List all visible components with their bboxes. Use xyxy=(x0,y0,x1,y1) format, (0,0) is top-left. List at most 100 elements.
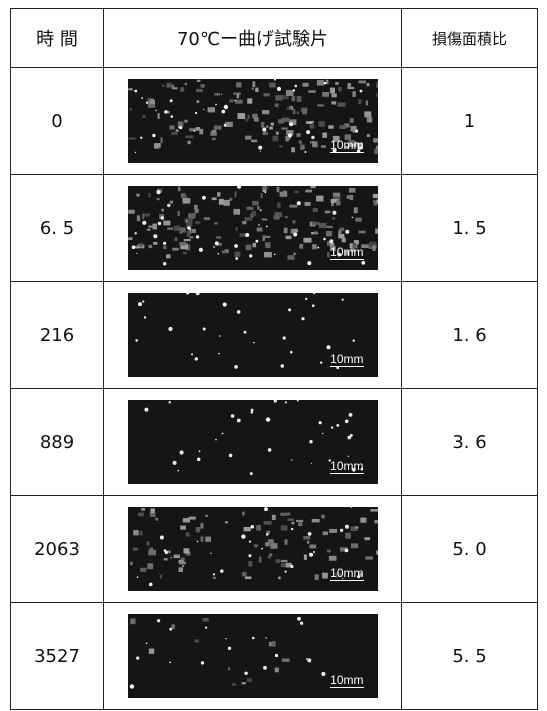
damage-dot xyxy=(233,365,238,369)
texture-patch xyxy=(177,121,183,127)
damage-dot xyxy=(273,400,277,403)
header-cell: 70℃ー曲げ試験片 xyxy=(103,8,402,68)
damage-dot xyxy=(290,459,292,461)
texture-patch xyxy=(348,187,355,193)
texture-patch xyxy=(332,196,341,200)
damage-dot xyxy=(236,310,240,314)
damage-dot xyxy=(310,462,312,464)
damage-dot xyxy=(248,540,251,543)
texture-patch xyxy=(348,141,356,147)
texture-patch xyxy=(324,210,330,214)
damage-dot xyxy=(159,535,164,540)
damage-dot xyxy=(218,335,220,337)
damage-dot xyxy=(223,123,226,127)
damage-dot xyxy=(214,103,217,106)
texture-patch xyxy=(135,193,139,197)
texture-patch xyxy=(313,231,318,234)
time-cell: 0 xyxy=(10,67,104,175)
damage-dot xyxy=(202,108,204,110)
specimen-image: 10mm xyxy=(127,614,378,698)
texture-patch xyxy=(285,90,293,96)
texture-patch xyxy=(269,543,277,549)
damage-dot xyxy=(263,127,266,130)
ratio-cell: 5. 0 xyxy=(401,495,538,603)
ratio-cell: 5. 5 xyxy=(401,602,538,710)
texture-patch xyxy=(268,642,271,647)
texture-patch xyxy=(284,215,288,219)
texture xyxy=(127,79,378,155)
texture-patch xyxy=(311,244,317,250)
texture-patch xyxy=(152,241,157,245)
texture-patch xyxy=(196,100,199,103)
texture-patch xyxy=(261,218,267,221)
texture-patch xyxy=(161,84,165,87)
damage-dot xyxy=(344,229,349,234)
table-row: 6. 5 10mm 1. 5 xyxy=(10,174,538,282)
texture-patch xyxy=(157,113,160,119)
texture-patch xyxy=(296,111,299,115)
damage-dot xyxy=(273,253,275,256)
damage-dot xyxy=(306,658,311,663)
texture-patch xyxy=(180,557,185,561)
image-cell: 10mm xyxy=(103,67,402,175)
texture-patch xyxy=(232,208,240,215)
texture-patch xyxy=(263,252,272,258)
damage-dot xyxy=(288,122,293,127)
damage-dot xyxy=(348,413,352,417)
damage-dot xyxy=(198,450,200,453)
texture-patch xyxy=(133,246,139,249)
texture xyxy=(127,186,378,266)
texture-patch xyxy=(276,202,281,209)
texture-patch xyxy=(306,540,309,544)
texture-patch xyxy=(196,79,200,82)
texture-patch xyxy=(170,131,178,135)
texture-patch xyxy=(195,88,203,93)
damage-dot xyxy=(168,401,171,404)
texture-patch xyxy=(278,145,282,148)
specimen-image: 10mm xyxy=(127,507,378,591)
texture-patch xyxy=(366,134,370,138)
texture-patch xyxy=(129,618,135,625)
texture-patch xyxy=(271,135,278,142)
texture-patch xyxy=(193,639,199,643)
texture-patch xyxy=(164,550,171,554)
image-cell: 10mm xyxy=(103,174,402,282)
texture-patch xyxy=(271,514,276,521)
texture-patch xyxy=(304,202,311,206)
texture-patch xyxy=(330,93,337,98)
damage-dot xyxy=(274,653,278,658)
damage-dot xyxy=(137,302,142,307)
damage-dot xyxy=(304,297,307,300)
texture-patch xyxy=(280,525,288,531)
texture-patch xyxy=(203,217,210,221)
damage-dot xyxy=(135,252,137,254)
texture xyxy=(129,616,325,689)
damage-dot xyxy=(227,646,231,650)
texture-patch xyxy=(146,228,150,231)
texture-patch xyxy=(179,525,186,530)
texture-patch xyxy=(191,228,196,233)
texture-patch xyxy=(252,81,255,87)
texture-patch xyxy=(341,237,346,243)
damage-dot xyxy=(289,350,293,354)
texture-patch xyxy=(169,200,173,204)
texture-patch xyxy=(264,242,269,245)
texture-patch xyxy=(285,235,291,240)
damage-dot xyxy=(168,627,172,631)
texture-patch xyxy=(339,547,348,552)
texture-patch xyxy=(127,88,133,91)
texture-patch xyxy=(330,101,336,105)
texture-patch xyxy=(296,96,301,102)
texture-patch xyxy=(339,227,344,232)
texture-patch xyxy=(228,197,232,201)
specimen-image: 10mm xyxy=(127,79,378,163)
damage-dot xyxy=(336,252,341,257)
texture-patch xyxy=(375,145,378,150)
damage-dot xyxy=(135,656,139,660)
damage-dot xyxy=(352,339,355,342)
image-cell: 10mm xyxy=(103,602,402,710)
damage-dot xyxy=(312,551,315,553)
texture-patch xyxy=(374,228,378,234)
texture-patch xyxy=(279,512,287,516)
